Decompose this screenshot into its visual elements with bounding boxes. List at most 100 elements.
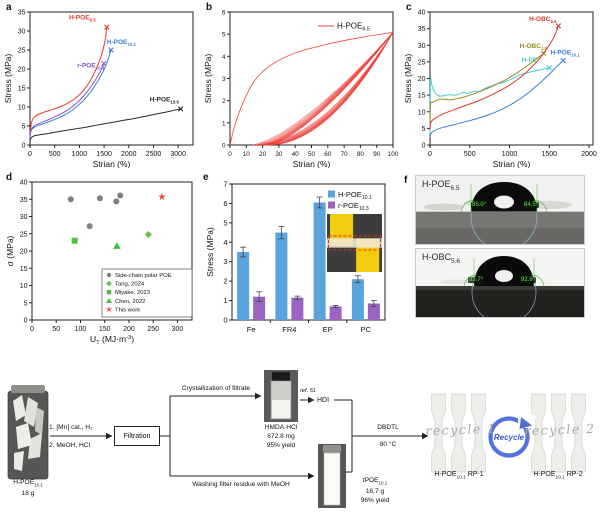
svg-text:40: 40 bbox=[20, 180, 28, 187]
chart-cyclic-loading: 0 10 20 30 40 50 60 70 80 90 100 0 1 2 3 4 5 6 Strian (%) S… bbox=[203, 10, 399, 169]
bottom-branch-label: Washing filter residue with MeOH bbox=[192, 481, 290, 488]
svg-text:25: 25 bbox=[418, 59, 426, 66]
svg-text:Strian (%): Strian (%) bbox=[93, 159, 131, 168]
svg-text:80: 80 bbox=[357, 151, 365, 158]
svg-text:r-POE10.3: r-POE10.3 bbox=[338, 201, 369, 212]
svg-text:100: 100 bbox=[388, 151, 399, 158]
hmda-vial-photo bbox=[264, 370, 298, 422]
svg-text:35: 35 bbox=[20, 197, 28, 204]
svg-text:Chen, 2022: Chen, 2022 bbox=[115, 299, 145, 305]
svg-text:1: 1 bbox=[223, 296, 227, 305]
chart-adhesion-bars: 0 1 2 3 4 5 6 7 Stress (MPa) Fe FR4 EP PC H-POE10.1r-… bbox=[205, 180, 386, 334]
svg-text:40: 40 bbox=[292, 151, 300, 158]
svg-text:5: 5 bbox=[24, 300, 28, 307]
dogbone-specimens-rp1 bbox=[431, 393, 486, 473]
rp1-label: H-POE10.1 RP-1 bbox=[434, 471, 484, 481]
svg-text:Stress (MPa): Stress (MPa) bbox=[403, 54, 413, 104]
svg-text:H-POE6.5: H-POE6.5 bbox=[69, 15, 96, 23]
svg-text:4: 4 bbox=[223, 238, 227, 247]
tpoe-vial-photo bbox=[318, 444, 346, 508]
svg-text:Side-chain polar POE: Side-chain polar POE bbox=[115, 273, 172, 279]
svg-text:0: 0 bbox=[28, 151, 32, 158]
svg-text:20: 20 bbox=[18, 67, 26, 74]
contact-angle-photo-hpoe: H-POE6.5 85.0° 84.5° bbox=[415, 175, 585, 245]
contact-angle-left: 85.0° bbox=[471, 202, 488, 208]
svg-text:5: 5 bbox=[223, 218, 227, 227]
svg-text:20: 20 bbox=[20, 249, 28, 256]
svg-text:30: 30 bbox=[275, 151, 283, 158]
final-conditions-1: DBDTL bbox=[377, 424, 399, 431]
svg-text:30: 30 bbox=[418, 43, 426, 50]
svg-text:10: 10 bbox=[418, 109, 426, 116]
filtration-box: Filtration bbox=[114, 426, 160, 446]
svg-text:5: 5 bbox=[222, 32, 226, 39]
panel-letter-c: c bbox=[406, 2, 412, 13]
svg-text:0: 0 bbox=[422, 143, 426, 150]
svg-text:15: 15 bbox=[20, 266, 28, 273]
svg-text:10: 10 bbox=[243, 151, 251, 158]
svg-text:200: 200 bbox=[123, 326, 135, 333]
chart-stress-strain-obc: 0 500 1000 1500 2000 0 5 10 15 20 25 30 35 40 Strian (… bbox=[403, 10, 597, 169]
contact-angle-photo-hobc: H-OBC5.6 93.7° 92.8° bbox=[415, 248, 585, 318]
svg-text:Tang, 2024: Tang, 2024 bbox=[115, 282, 145, 288]
svg-text:70: 70 bbox=[341, 151, 349, 158]
svg-text:25: 25 bbox=[18, 48, 26, 55]
svg-text:0: 0 bbox=[22, 143, 26, 150]
svg-text:H-OBC5.6: H-OBC5.6 bbox=[529, 16, 557, 24]
svg-text:H-POE10.1: H-POE10.1 bbox=[338, 190, 372, 201]
panel-letter-d: d bbox=[6, 172, 13, 183]
svg-text:0: 0 bbox=[223, 316, 227, 325]
scheme-graphics: Recycle bbox=[7, 370, 586, 508]
svg-text:100: 100 bbox=[75, 326, 87, 333]
svg-text:Stress (MPa): Stress (MPa) bbox=[203, 54, 213, 104]
svg-text:300: 300 bbox=[172, 326, 184, 333]
svg-text:0: 0 bbox=[24, 318, 28, 325]
svg-text:20: 20 bbox=[418, 76, 426, 83]
svg-text:15: 15 bbox=[418, 93, 426, 100]
svg-text:Strian (%): Strian (%) bbox=[493, 159, 531, 168]
svg-text:30: 30 bbox=[20, 214, 28, 221]
top-branch-label: Crystallization of filtrate bbox=[181, 385, 251, 392]
contact-angle-right: 92.8° bbox=[520, 277, 537, 283]
svg-text:Stress (MPa): Stress (MPa) bbox=[3, 54, 13, 104]
rp2-label: H-POE10.1 RP-2 bbox=[533, 471, 583, 481]
svg-text:1: 1 bbox=[222, 120, 226, 127]
svg-text:σ (MPa): σ (MPa) bbox=[5, 235, 15, 266]
svg-text:3: 3 bbox=[222, 76, 226, 83]
recycle-2-handwriting: recycle 2 bbox=[524, 420, 596, 439]
product2-label: tPOE10.1 16.7 g 96% yield bbox=[360, 477, 390, 504]
svg-text:2500: 2500 bbox=[146, 151, 162, 158]
svg-text:1000: 1000 bbox=[72, 151, 88, 158]
svg-text:500: 500 bbox=[49, 151, 61, 158]
svg-text:2000: 2000 bbox=[581, 151, 597, 158]
svg-text:H-POE10.1: H-POE10.1 bbox=[551, 50, 581, 58]
svg-text:7: 7 bbox=[223, 180, 227, 189]
product1-label: HMDA·HCl 672.8 mg 95% yield bbox=[264, 424, 298, 450]
svg-text:250: 250 bbox=[147, 326, 159, 333]
svg-text:2: 2 bbox=[223, 277, 227, 286]
svg-text:H-PE: H-PE bbox=[522, 57, 538, 64]
svg-text:r-POE10.3: r-POE10.3 bbox=[77, 62, 105, 70]
svg-text:1500: 1500 bbox=[541, 151, 557, 158]
svg-text:5: 5 bbox=[422, 126, 426, 133]
svg-text:H-POE13.6: H-POE13.6 bbox=[150, 97, 180, 105]
svg-text:6: 6 bbox=[223, 199, 227, 208]
svg-text:30: 30 bbox=[18, 29, 26, 36]
chart-toughness-scatter: 0 50 100 150 200 250 300 0 5 10 15 20 25 30 35 40 UT (MJ… bbox=[5, 180, 193, 346]
svg-text:50: 50 bbox=[308, 151, 316, 158]
svg-text:H-POE10.1: H-POE10.1 bbox=[107, 39, 137, 47]
svg-text:1000: 1000 bbox=[502, 151, 518, 158]
svg-text:H-POE6.5: H-POE6.5 bbox=[337, 22, 370, 33]
svg-text:Fe: Fe bbox=[247, 325, 256, 334]
svg-text:4: 4 bbox=[222, 54, 226, 61]
svg-text:35: 35 bbox=[18, 10, 26, 17]
contact-angle-left: 93.7° bbox=[468, 277, 485, 283]
svg-text:0: 0 bbox=[222, 143, 226, 150]
svg-text:50: 50 bbox=[52, 326, 60, 333]
sample-label: H-OBC5.6 bbox=[422, 252, 461, 265]
svg-text:2000: 2000 bbox=[121, 151, 137, 158]
svg-text:Miyake, 2023: Miyake, 2023 bbox=[115, 290, 151, 296]
recycle-logo-text: Recycle bbox=[494, 433, 525, 442]
svg-text:10: 10 bbox=[20, 283, 28, 290]
